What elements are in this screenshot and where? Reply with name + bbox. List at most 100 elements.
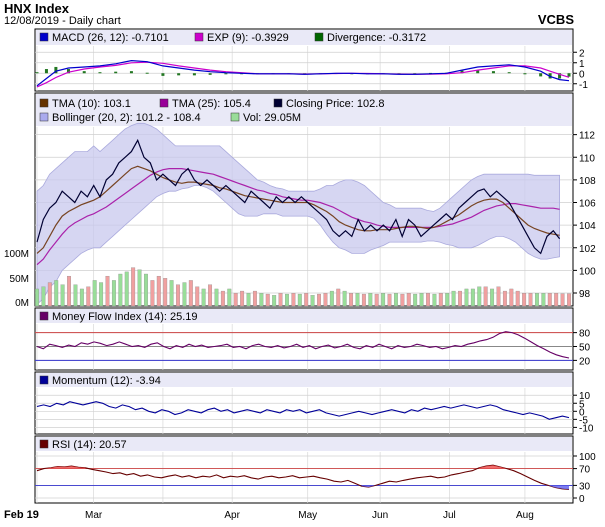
- volume-bar: [535, 293, 539, 307]
- volume-bar: [169, 280, 174, 307]
- momentum-ytick-label: -5: [579, 415, 588, 426]
- macd-divergence-bar: [192, 73, 196, 76]
- mfi-ytick-label: 80: [579, 329, 591, 340]
- volume-bar: [92, 280, 97, 307]
- volume-bar: [54, 280, 59, 307]
- x-axis-label: Jul: [443, 510, 456, 521]
- volume-bar: [406, 293, 411, 307]
- volume-bar: [304, 293, 309, 307]
- price-legend-swatch: [39, 112, 49, 122]
- mfi-legend-swatch: [39, 311, 49, 321]
- x-axis-label: Jun: [372, 510, 388, 521]
- macd-divergence-bar: [177, 73, 181, 76]
- volume-bar: [541, 293, 546, 307]
- price-legend-label: TMA (25): 105.4: [172, 98, 251, 110]
- price-ytick-label: 110: [579, 153, 595, 164]
- volume-bar: [374, 293, 379, 307]
- volume-bar: [336, 288, 341, 307]
- volume-bar: [381, 293, 386, 307]
- volume-bar: [547, 293, 552, 307]
- volume-axis-label: 0M: [15, 298, 29, 309]
- volume-bar: [291, 293, 296, 307]
- macd-divergence-bar: [129, 71, 133, 74]
- price-legend-swatch: [273, 98, 283, 108]
- volume-bar: [188, 280, 193, 307]
- price-ytick-label: 98: [579, 289, 591, 300]
- macd-ytick-label: 1: [579, 59, 585, 70]
- volume-bar: [310, 295, 315, 307]
- volume-bar: [361, 293, 366, 307]
- brand-label: VCBS: [537, 12, 574, 27]
- volume-bar: [259, 293, 264, 307]
- volume-bar: [528, 293, 533, 307]
- volume-bar: [458, 290, 462, 307]
- volume-bar: [105, 275, 110, 307]
- volume-bar: [118, 273, 123, 307]
- mfi-legend-label: Money Flow Index (14): 25.19: [52, 311, 198, 323]
- macd-divergence-bar: [507, 72, 511, 74]
- macd-divergence-bar: [114, 71, 118, 74]
- volume-bar: [278, 293, 283, 307]
- chart-title: HNX Index: [4, 1, 70, 16]
- macd-divergence-bar: [145, 72, 149, 74]
- volume-bar: [470, 288, 475, 307]
- macd-divergence-bar: [224, 73, 228, 75]
- volume-bar: [368, 293, 373, 307]
- volume-bar: [515, 290, 520, 307]
- momentum-ytick-label: 0: [579, 407, 585, 418]
- macd-divergence-bar: [460, 70, 464, 74]
- price-panel-legend-bg: [36, 94, 572, 126]
- rsi-ytick-label: 0: [579, 494, 585, 505]
- macd-legend-swatch: [194, 32, 204, 42]
- volume-bar: [99, 282, 104, 307]
- macd-divergence-bar: [98, 72, 102, 74]
- momentum-line: [36, 401, 570, 420]
- volume-bar: [413, 293, 418, 307]
- volume-axis-label: 50M: [10, 274, 29, 285]
- volume-bar: [265, 293, 270, 307]
- momentum-panel-legend-bg: [36, 373, 572, 387]
- volume-bar: [124, 271, 129, 307]
- volume-bar: [464, 288, 469, 307]
- volume-bar: [246, 293, 251, 307]
- rsi-overbought-fill: [43, 466, 86, 469]
- volume-bar: [144, 273, 148, 307]
- volume-bar: [323, 293, 328, 307]
- volume-bar: [163, 278, 168, 307]
- volume-bar: [272, 295, 277, 307]
- price-legend-swatch: [159, 98, 169, 108]
- macd-legend-swatch: [314, 32, 324, 42]
- volume-bar: [355, 293, 360, 307]
- macd-divergence-bar: [567, 73, 571, 77]
- price-ytick-label: 102: [579, 244, 596, 255]
- macd-ytick-label: 2: [579, 48, 585, 59]
- volume-bar: [47, 282, 52, 307]
- x-axis-label: Aug: [516, 510, 534, 521]
- macd-ytick-label: 0: [579, 69, 585, 80]
- volume-bar: [451, 290, 456, 307]
- price-ytick-label: 104: [579, 221, 596, 232]
- volume-bar: [297, 293, 302, 307]
- macd-divergence-bar: [66, 69, 70, 74]
- chart-subtitle: 12/08/2019 - Daily chart: [4, 15, 121, 27]
- volume-bar: [227, 288, 232, 307]
- volume-bar: [522, 293, 527, 307]
- volume-bar: [419, 293, 424, 307]
- volume-bar: [150, 280, 155, 307]
- macd-divergence-bar: [523, 73, 527, 75]
- mfi-ytick-label: 50: [579, 343, 591, 354]
- macd-divergence-bar: [558, 73, 562, 79]
- price-ytick-label: 100: [579, 266, 596, 277]
- volume-bar: [111, 280, 116, 307]
- rsi-legend-swatch: [39, 439, 49, 449]
- macd-divergence-bar: [54, 66, 58, 74]
- volume-axis-label: 100M: [4, 249, 29, 260]
- volume-bar: [137, 269, 142, 307]
- macd-legend-swatch: [39, 32, 49, 42]
- volume-bar: [342, 290, 347, 307]
- price-legend-swatch: [230, 112, 240, 122]
- closing-price-line: [36, 138, 561, 255]
- macd-legend-label: Divergence: -0.3172: [327, 32, 426, 44]
- macd-legend-label: MACD (26, 12): -0.7101: [52, 32, 169, 44]
